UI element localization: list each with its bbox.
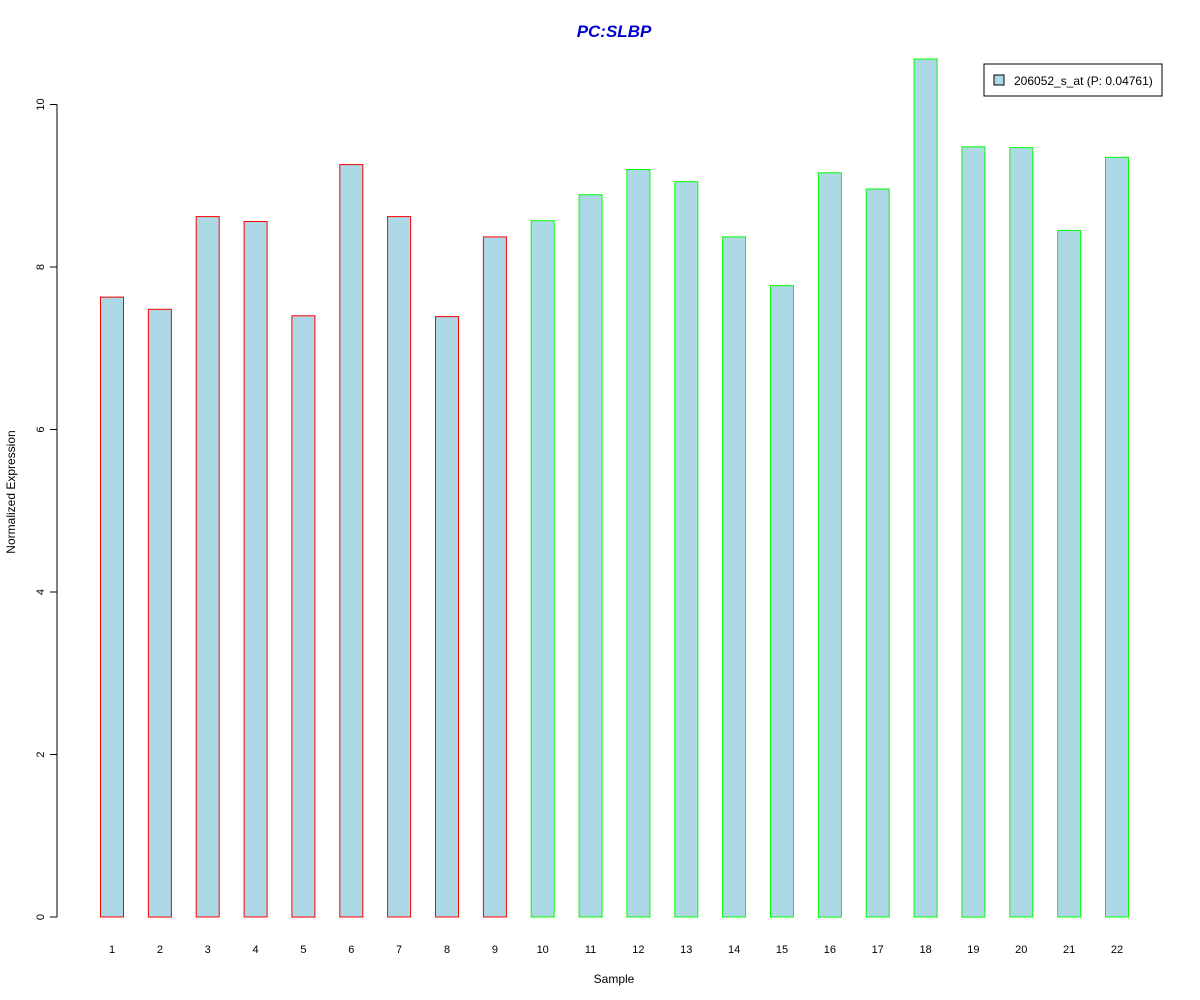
legend: 206052_s_at (P: 0.04761) bbox=[983, 63, 1163, 97]
x-tick-label: 20 bbox=[1015, 944, 1027, 956]
bars bbox=[100, 58, 1129, 918]
x-tick-labels: 1 2 3 4 5 6 7 8 9 10 11 12 13 14 15 16 17 18 19 20 21 22 bbox=[109, 944, 1123, 956]
x-tick-label: 21 bbox=[1063, 944, 1075, 956]
bar-sample-12 bbox=[626, 169, 651, 918]
bar-sample-5 bbox=[291, 315, 316, 918]
x-tick-label: 10 bbox=[537, 944, 549, 956]
x-tick-label: 22 bbox=[1111, 944, 1123, 956]
x-tick-label: 16 bbox=[824, 944, 836, 956]
y-axis-label: Normalized Expression bbox=[4, 430, 18, 553]
bar-sample-4 bbox=[243, 221, 268, 918]
bar-sample-19 bbox=[961, 146, 986, 918]
y-tick-label: 10 bbox=[35, 98, 47, 110]
bar-sample-6 bbox=[339, 164, 364, 918]
bar-sample-17 bbox=[865, 188, 890, 918]
bar-sample-3 bbox=[195, 216, 220, 918]
y-tick-label: 2 bbox=[35, 751, 47, 757]
x-tick-label: 14 bbox=[728, 944, 740, 956]
bar-sample-21 bbox=[1057, 229, 1082, 918]
bar-sample-1 bbox=[100, 296, 124, 918]
bar-sample-11 bbox=[578, 194, 603, 918]
x-tick-label: 15 bbox=[776, 944, 788, 956]
x-tick-label: 1 bbox=[109, 944, 115, 956]
x-tick-label: 18 bbox=[919, 944, 931, 956]
x-tick-label: 7 bbox=[396, 944, 402, 956]
y-axis: 0 2 4 6 8 10 bbox=[35, 98, 58, 920]
x-tick-label: 6 bbox=[348, 944, 354, 956]
bar-sample-8 bbox=[435, 316, 459, 918]
bar-sample-2 bbox=[147, 308, 172, 918]
legend-label: 206052_s_at (P: 0.04761) bbox=[1014, 74, 1153, 88]
x-tick-label: 5 bbox=[300, 944, 306, 956]
x-tick-label: 11 bbox=[585, 944, 596, 956]
x-tick-label: 12 bbox=[632, 944, 644, 956]
x-tick-label: 8 bbox=[444, 944, 450, 956]
x-tick-label: 19 bbox=[967, 944, 979, 956]
x-tick-label: 13 bbox=[680, 944, 692, 956]
x-tick-label: 2 bbox=[157, 944, 163, 956]
x-tick-label: 9 bbox=[492, 944, 498, 956]
bar-sample-18 bbox=[913, 58, 938, 918]
x-tick-label: 17 bbox=[872, 944, 884, 956]
x-axis-label: Sample bbox=[594, 972, 635, 986]
y-tick-label: 6 bbox=[35, 426, 47, 432]
x-tick-label: 4 bbox=[253, 944, 259, 956]
chart-title: PC:SLBP bbox=[577, 22, 652, 41]
bar-sample-20 bbox=[1009, 147, 1034, 918]
bar-sample-9 bbox=[482, 236, 507, 918]
y-tick-label: 0 bbox=[35, 914, 47, 920]
legend-swatch bbox=[993, 74, 1005, 86]
y-tick-label: 4 bbox=[35, 589, 47, 595]
bar-sample-7 bbox=[387, 216, 412, 918]
bar-sample-22 bbox=[1105, 156, 1129, 918]
bar-sample-10 bbox=[530, 220, 555, 918]
bar-sample-14 bbox=[722, 236, 747, 918]
x-tick-label: 3 bbox=[205, 944, 211, 956]
y-tick-label: 8 bbox=[35, 264, 47, 270]
bar-sample-13 bbox=[674, 181, 699, 918]
legend-box bbox=[983, 63, 1163, 97]
bar-sample-15 bbox=[770, 285, 794, 918]
bar-sample-16 bbox=[817, 172, 842, 918]
